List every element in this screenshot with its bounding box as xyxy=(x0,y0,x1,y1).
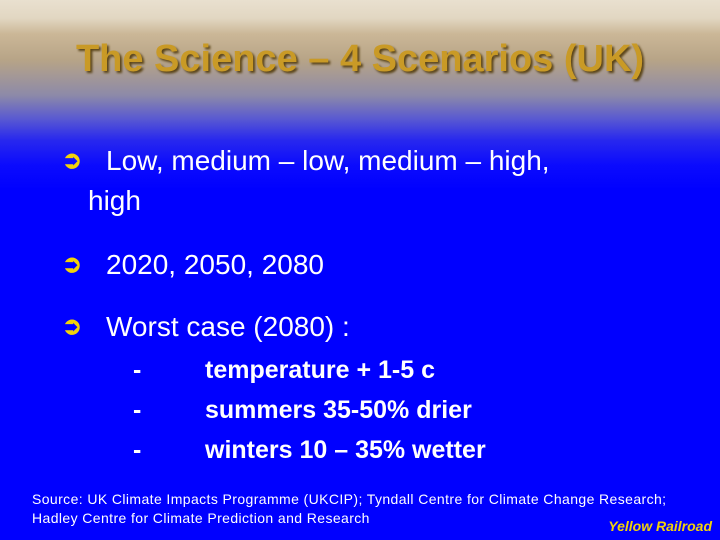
sub-item-text: winters 10 – 35% wetter xyxy=(205,436,486,464)
footer-brand: Yellow Railroad xyxy=(608,518,712,534)
slide-title: The Science – 4 Scenarios (UK) xyxy=(75,38,645,80)
sub-item-marker: - xyxy=(133,396,142,424)
curved-arrow-icon: ➲ xyxy=(62,313,83,340)
curved-arrow-icon: ➲ xyxy=(62,147,83,174)
curved-arrow-icon: ➲ xyxy=(62,251,83,278)
bullet-years-text: 2020, 2050, 2080 xyxy=(106,249,324,280)
sub-item-text: temperature + 1-5 c xyxy=(205,356,435,384)
bullet-scenarios-line1: Low, medium – low, medium – high, xyxy=(106,145,550,176)
sub-item-text: summers 35-50% drier xyxy=(205,396,472,424)
bullet-scenarios-line2: high xyxy=(88,185,141,216)
bullet-worst-case-text: Worst case (2080) : xyxy=(106,311,350,342)
sub-item-marker: - xyxy=(133,436,142,464)
source-citation: Source: UK Climate Impacts Programme (UK… xyxy=(32,491,667,526)
sub-item-marker: - xyxy=(133,356,142,384)
